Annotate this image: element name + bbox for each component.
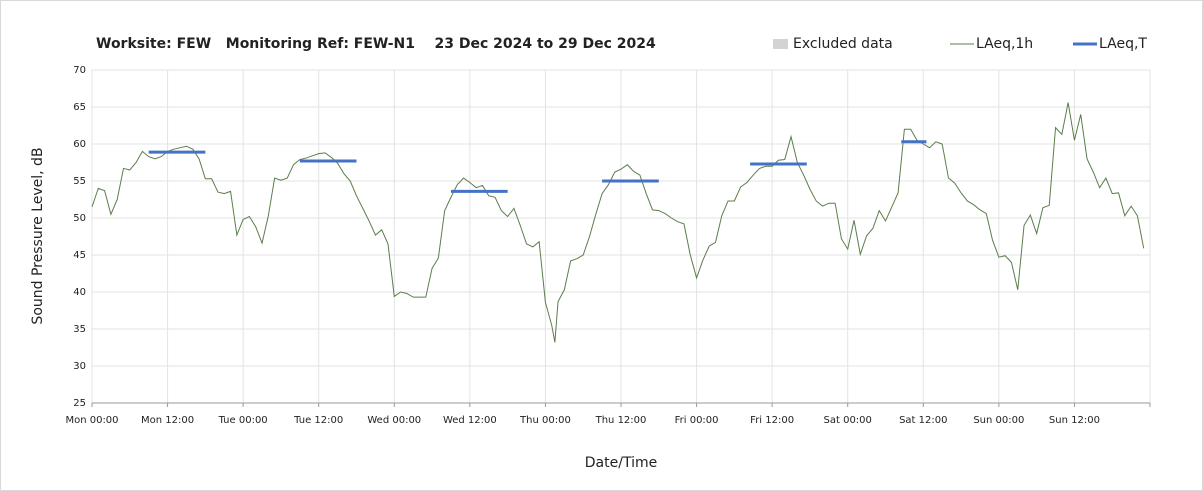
y-tick-label: 65: [73, 102, 86, 113]
legend-label: LAeq,T: [1099, 36, 1147, 52]
y-tick-label: 70: [73, 65, 86, 76]
y-tick-label: 45: [73, 250, 86, 261]
x-tick-label: Sat 12:00: [899, 415, 947, 426]
x-tick-label: Thu 12:00: [595, 415, 647, 426]
x-tick-label: Tue 12:00: [293, 415, 343, 426]
x-axis-label: Date/Time: [585, 455, 657, 471]
x-tick-label: Mon 12:00: [141, 415, 194, 426]
x-tick-label: Fri 00:00: [675, 415, 719, 426]
legend-swatch: [773, 39, 788, 49]
x-tick-label: Mon 00:00: [65, 415, 118, 426]
chart-title: Worksite: FEW Monitoring Ref: FEW-N1 23 …: [96, 36, 656, 52]
x-tick-label: Tue 00:00: [218, 415, 268, 426]
x-tick-label: Sat 00:00: [824, 415, 872, 426]
data-line: [91, 102, 1145, 343]
x-tick-label: Thu 00:00: [519, 415, 571, 426]
x-tick-label: Fri 12:00: [750, 415, 794, 426]
y-tick-label: 55: [73, 176, 86, 187]
y-axis-label: Sound Pressure Level, dB: [30, 147, 46, 324]
x-tick-label: Wed 00:00: [367, 415, 421, 426]
y-tick-label: 30: [73, 361, 86, 372]
y-tick-label: 25: [73, 398, 86, 409]
x-tick-label: Wed 12:00: [443, 415, 497, 426]
y-tick-label: 40: [73, 287, 86, 298]
y-tick-label: 50: [73, 213, 86, 224]
legend-label: Excluded data: [793, 36, 893, 52]
x-tick-label: Sun 12:00: [1049, 415, 1100, 426]
y-tick-label: 35: [73, 324, 86, 335]
legend-label: LAeq,1h: [976, 36, 1033, 52]
x-tick-label: Sun 00:00: [973, 415, 1024, 426]
y-tick-label: 60: [73, 139, 86, 150]
